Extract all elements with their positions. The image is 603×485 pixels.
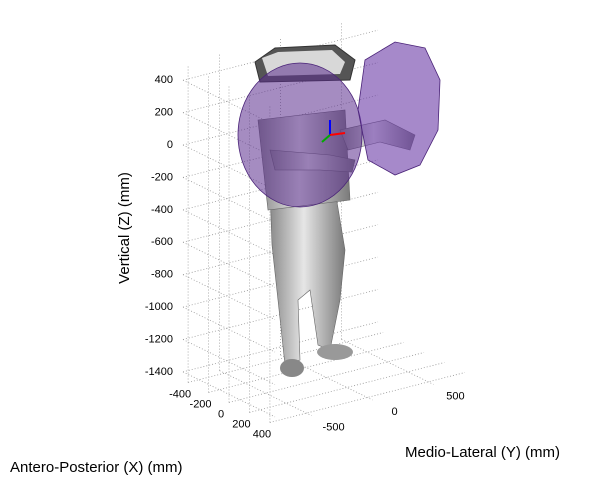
z-tick-label: -1400: [145, 366, 173, 378]
y-tick-label: 500: [446, 390, 464, 402]
grid-line: [182, 159, 379, 211]
x-tick-label: -400: [169, 388, 191, 400]
reach-envelope-right: [357, 41, 441, 176]
grid-line: [182, 256, 379, 308]
grid-line: [219, 370, 312, 416]
grid: [182, 23, 465, 423]
y-tick-label: -500: [323, 422, 345, 434]
grid-line: [280, 354, 373, 401]
boot-right: [317, 344, 353, 360]
frame-y: [321, 134, 331, 143]
z-tick-label: -1000: [145, 301, 173, 313]
grid-line: [182, 79, 276, 126]
y-tick-label: 0: [391, 406, 397, 418]
grid-line: [188, 332, 384, 383]
grid-line: [182, 127, 379, 178]
grid-line: [182, 241, 276, 288]
grid-line: [182, 191, 379, 243]
z-tick-label: -200: [151, 171, 173, 183]
legs: [269, 189, 346, 366]
grid-line: [182, 62, 379, 114]
grid-line: [182, 339, 276, 385]
z-tick-label: 200: [155, 107, 173, 119]
frame-x: [329, 132, 346, 136]
grid-line: [182, 29, 379, 81]
grid-line: [182, 371, 276, 418]
grid-line: [182, 209, 276, 256]
x-tick-label: 0: [218, 408, 224, 420]
reach-envelope-left: [237, 62, 363, 208]
z-tick-label: -400: [151, 204, 173, 216]
grid-line: [228, 352, 425, 403]
grid-line: [269, 372, 465, 423]
boot-left: [280, 359, 304, 377]
z-axis-label: Vertical (Z) (mm): [116, 172, 133, 284]
grid-line: [182, 177, 276, 223]
x-tick-label: -200: [190, 398, 212, 410]
z-tick-label: -1200: [145, 333, 173, 345]
grid-line: [182, 289, 379, 340]
grid-line: [182, 224, 379, 276]
grid-line: [249, 362, 445, 413]
x-tick-label: 400: [253, 428, 271, 440]
grid-line: [182, 321, 379, 373]
z-tick-label: -600: [151, 236, 173, 248]
y-axis-label: Medio-Lateral (Y) (mm): [405, 444, 560, 461]
grid-line: [208, 342, 404, 393]
z-tick-label: 400: [155, 74, 173, 86]
x-tick-label: 200: [232, 418, 250, 430]
z-tick-label: -800: [151, 269, 173, 281]
z-tick-label: 0: [167, 139, 173, 151]
grid-line: [182, 94, 379, 146]
grid-line: [341, 339, 434, 385]
spacesuit-figure: [237, 41, 441, 377]
x-axis-label: Antero-Posterior (X) (mm): [10, 459, 183, 476]
